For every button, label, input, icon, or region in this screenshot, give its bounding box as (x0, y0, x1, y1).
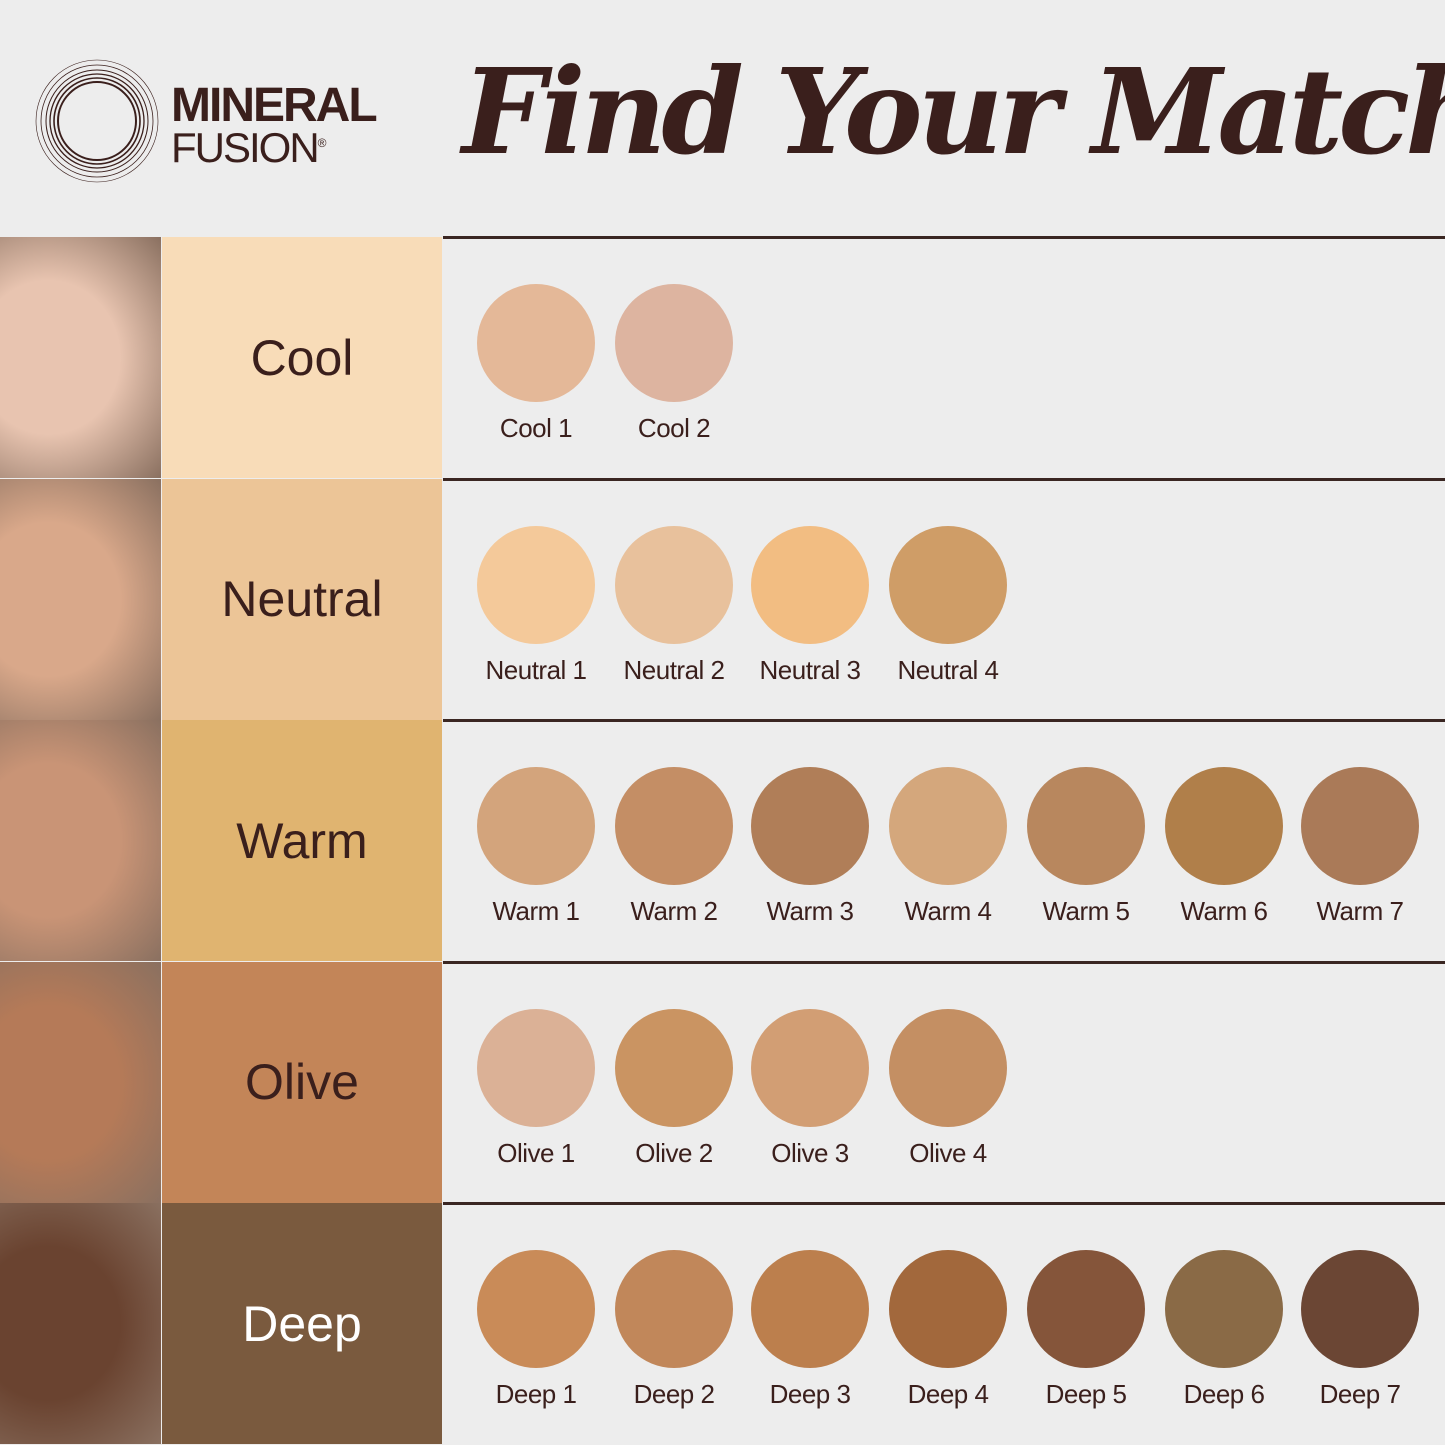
shade-swatch[interactable] (751, 767, 869, 886)
shade-label: Warm 6 (1180, 896, 1268, 927)
tone-label: Cool (162, 237, 442, 478)
tone-row-deep: Deep Deep 1 Deep 2 Deep 3 Deep 4 Deep 5 … (0, 1202, 1445, 1445)
logo-rings-icon (35, 59, 159, 183)
tone-row-olive: Olive Olive 1 Olive 2 Olive 3 Olive 4 (0, 960, 1445, 1203)
shade-swatch[interactable] (615, 525, 733, 644)
shade-label: Warm 4 (904, 896, 992, 927)
model-photo (0, 720, 161, 962)
shade-label: Warm 2 (630, 896, 718, 927)
tone-label: Neutral (162, 478, 442, 720)
divider (443, 236, 1445, 239)
shade-label: Cool 2 (637, 413, 711, 443)
model-photo (0, 961, 161, 1203)
shade-swatch[interactable] (477, 284, 595, 402)
shade-label: Olive 3 (771, 1137, 849, 1168)
shade-label: Deep 7 (1319, 1379, 1401, 1410)
model-photo (0, 237, 161, 478)
shade-label: Deep 4 (907, 1379, 989, 1410)
shade-label: Olive 1 (497, 1137, 575, 1168)
shade-swatch[interactable] (889, 1250, 1007, 1369)
shade-label: Neutral 4 (897, 654, 1000, 685)
shade-label: Deep 5 (1045, 1379, 1127, 1410)
shade-label: Deep 6 (1183, 1379, 1265, 1410)
divider (443, 1202, 1445, 1206)
shade-label: Neutral 3 (759, 654, 862, 685)
shade-swatch[interactable] (1301, 1250, 1419, 1369)
shade-swatch[interactable] (889, 1008, 1007, 1127)
shade-label: Cool 1 (499, 413, 573, 443)
divider (443, 719, 1445, 723)
brand-line2: FUSION® (171, 124, 326, 171)
shade-swatch[interactable] (1301, 767, 1419, 886)
shade-swatch[interactable] (751, 525, 869, 644)
brand-logo: MINERAL FUSION® (34, 58, 414, 184)
shade-swatch[interactable] (1165, 1250, 1283, 1369)
shade-swatch[interactable] (889, 767, 1007, 886)
shade-label: Warm 1 (492, 896, 580, 927)
shade-swatch[interactable] (1165, 767, 1283, 886)
shade-swatch[interactable] (751, 1008, 869, 1127)
tone-row-neutral: Neutral Neutral 1 Neutral 2 Neutral 3 Ne… (0, 477, 1445, 720)
shade-label: Warm 5 (1042, 896, 1130, 927)
shade-label: Olive 2 (635, 1137, 713, 1168)
divider (443, 477, 1445, 481)
shade-swatch[interactable] (1027, 767, 1145, 886)
brand-line1: MINERAL (171, 79, 378, 132)
page-title: Find Your Match (462, 42, 1445, 181)
shade-swatch[interactable] (615, 1008, 733, 1127)
tone-label: Olive (162, 961, 442, 1203)
shade-swatch[interactable] (889, 525, 1007, 644)
tone-row-cool: Cool Cool 1 Cool 2 (0, 236, 1445, 478)
divider (443, 960, 1445, 964)
shade-swatch[interactable] (1027, 1250, 1145, 1369)
shade-swatch[interactable] (751, 1250, 869, 1369)
model-photo (0, 1203, 161, 1445)
shade-label: Deep 3 (769, 1379, 851, 1410)
tone-label: Deep (162, 1203, 442, 1445)
shade-label: Deep 2 (633, 1379, 715, 1410)
shade-swatch[interactable] (477, 767, 595, 886)
shade-swatch[interactable] (477, 525, 595, 644)
shade-swatch[interactable] (477, 1250, 595, 1369)
header: MINERAL FUSION® Find Your Match (0, 0, 1445, 237)
shade-label: Olive 4 (909, 1137, 987, 1168)
shade-swatch[interactable] (615, 284, 733, 402)
shade-label: Neutral 1 (485, 654, 588, 685)
model-photo (0, 478, 161, 720)
shade-label: Warm 3 (766, 896, 854, 927)
shade-label: Neutral 2 (623, 654, 726, 685)
shade-swatch[interactable] (615, 1250, 733, 1369)
shade-label: Deep 1 (495, 1379, 577, 1410)
shade-swatch[interactable] (477, 1008, 595, 1127)
shade-label: Warm 7 (1316, 896, 1404, 927)
shade-swatch[interactable] (615, 767, 733, 886)
tone-label: Warm (162, 720, 442, 962)
tone-row-warm: Warm Warm 1 Warm 2 Warm 3 Warm 4 Warm 5 … (0, 719, 1445, 962)
